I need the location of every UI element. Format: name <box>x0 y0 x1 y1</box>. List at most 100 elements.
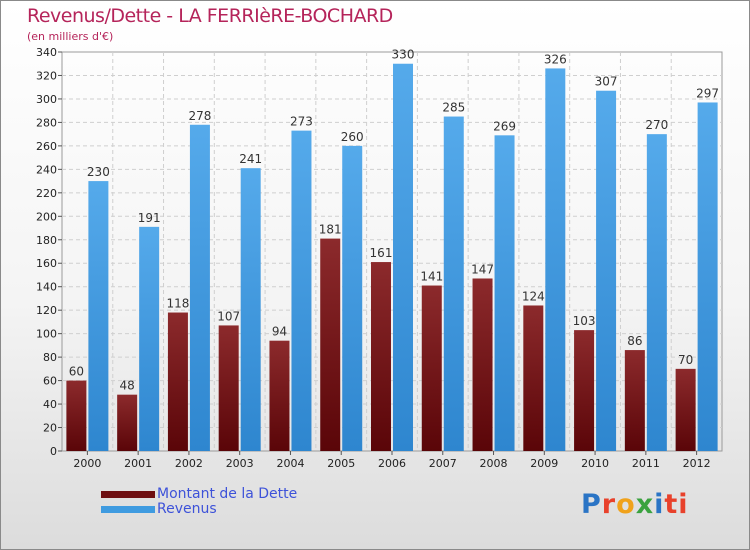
legend-label-revenue: Revenus <box>157 501 217 517</box>
x-tick-label: 2001 <box>124 457 152 470</box>
legend-label-debt: Montant de la Dette <box>157 486 298 502</box>
data-label-revenue: 326 <box>544 52 567 66</box>
bar-revenue <box>646 134 667 451</box>
bar-debt <box>371 262 391 451</box>
bar-revenue <box>443 116 464 451</box>
y-tick-label: 240 <box>36 163 57 176</box>
legend-swatch-debt <box>101 491 155 498</box>
logo-letter: i <box>654 489 665 520</box>
bar-revenue <box>596 90 617 451</box>
x-tick-label: 2004 <box>276 457 304 470</box>
bar-debt <box>675 368 696 451</box>
y-tick-label: 80 <box>43 351 57 364</box>
data-label-debt: 107 <box>217 309 240 323</box>
x-tick-label: 2007 <box>429 457 457 470</box>
x-tick-label: 2009 <box>530 457 558 470</box>
bar-debt <box>117 394 138 451</box>
proxiti-logo: Proxiti <box>581 489 689 520</box>
logo-letter: P <box>581 489 602 520</box>
data-label-debt: 70 <box>678 353 693 367</box>
bar-revenue <box>697 102 718 451</box>
grid-lines <box>62 52 722 451</box>
data-label-debt: 141 <box>420 270 443 284</box>
y-tick-label: 40 <box>43 398 57 411</box>
data-label-revenue: 260 <box>341 130 364 144</box>
data-label-debt: 118 <box>166 297 189 311</box>
bar-revenue <box>88 181 109 451</box>
bar-revenue <box>189 124 210 452</box>
data-label-revenue: 278 <box>188 109 211 123</box>
y-tick-label: 60 <box>43 375 57 388</box>
bar-revenue <box>139 226 160 451</box>
bar-revenue <box>494 135 515 451</box>
data-label-debt: 161 <box>370 246 393 260</box>
y-tick-label: 340 <box>36 46 57 59</box>
data-label-revenue: 285 <box>442 101 465 115</box>
y-tick-label: 260 <box>36 140 57 153</box>
logo-letter: x <box>635 489 655 520</box>
data-label-debt: 48 <box>120 379 135 393</box>
bar-debt <box>269 340 290 451</box>
bar-debt <box>624 350 645 451</box>
y-tick-label: 140 <box>36 281 57 294</box>
y-tick-label: 20 <box>43 422 57 435</box>
data-label-revenue: 297 <box>696 86 719 100</box>
data-label-revenue: 270 <box>645 118 668 132</box>
y-axis: 0 20 40 60 80 100 120 140 160 180 200 220 240 260 280 3… <box>36 46 62 458</box>
data-label-revenue: 191 <box>138 211 161 225</box>
bar-debt <box>66 380 87 451</box>
x-tick-label: 2008 <box>480 457 508 470</box>
data-label-debt: 124 <box>522 289 545 303</box>
bar-revenue <box>342 145 363 451</box>
data-label-revenue: 269 <box>493 119 516 133</box>
bar-debt <box>574 330 595 451</box>
bar-revenue <box>291 130 312 451</box>
x-tick-label: 2011 <box>632 457 660 470</box>
x-tick-label: 2010 <box>581 457 609 470</box>
logo-letter: o <box>616 489 636 520</box>
y-tick-label: 160 <box>36 257 57 270</box>
data-label-revenue: 307 <box>595 75 618 89</box>
bar-debt <box>320 238 341 451</box>
data-label-revenue: 241 <box>239 152 262 166</box>
bar-series <box>66 63 718 452</box>
data-labels: 60 230 48 191 118 278 107 241 94 273 181 260 161 330 1… <box>69 48 719 393</box>
y-tick-label: 220 <box>36 187 57 200</box>
data-label-revenue: 273 <box>290 115 313 129</box>
data-label-debt: 103 <box>573 314 596 328</box>
logo-letter: ti <box>664 489 689 520</box>
y-tick-label: 0 <box>50 445 57 458</box>
x-tick-label: 2005 <box>327 457 355 470</box>
bar-debt <box>472 278 493 451</box>
legend-swatch-revenue <box>101 506 155 513</box>
y-tick-label: 280 <box>36 116 57 129</box>
data-label-debt: 60 <box>69 365 84 379</box>
x-tick-label: 2003 <box>226 457 254 470</box>
data-label-debt: 86 <box>627 334 642 348</box>
bar-debt <box>218 325 239 451</box>
x-tick-label: 2012 <box>683 457 711 470</box>
x-tick-label: 2002 <box>175 457 203 470</box>
y-tick-label: 100 <box>36 328 57 341</box>
bar-revenue <box>240 168 261 451</box>
x-axis: 2000 2001 2002 2003 2004 2005 2006 2007 2008 2009… <box>73 451 711 470</box>
data-label-debt: 147 <box>471 262 494 276</box>
x-tick-label: 2006 <box>378 457 406 470</box>
data-label-revenue: 230 <box>87 165 110 179</box>
logo-letter: r <box>601 489 617 520</box>
x-tick-label: 2000 <box>73 457 101 470</box>
bar-debt <box>421 285 442 451</box>
data-label-debt: 181 <box>319 223 342 237</box>
y-tick-label: 200 <box>36 210 57 223</box>
y-tick-label: 180 <box>36 234 57 247</box>
bar-debt <box>167 312 188 451</box>
y-tick-label: 120 <box>36 304 57 317</box>
data-label-debt: 94 <box>272 325 287 339</box>
bar-debt <box>523 305 544 451</box>
y-tick-label: 300 <box>36 93 57 106</box>
bar-revenue <box>545 68 566 451</box>
y-tick-label: 320 <box>36 69 57 82</box>
data-label-revenue: 330 <box>392 48 415 62</box>
